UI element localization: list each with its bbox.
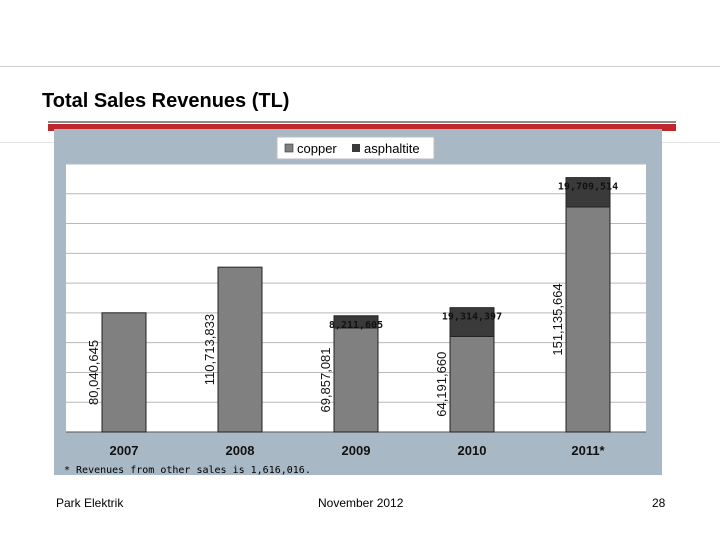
value-labels: 80,040,645 110,713,833 69,857,081 8,211,605… <box>86 182 618 417</box>
value-label-asphaltite-2: 8,211,605 <box>329 320 383 331</box>
value-label-asphaltite-3: 19,314,397 <box>442 312 502 323</box>
bar-copper-4 <box>565 206 611 433</box>
title-underline-red <box>48 124 676 131</box>
title-underline-gray <box>48 121 676 123</box>
slide-title: Total Sales Revenues (TL) <box>42 90 290 112</box>
category-label-4: 2011* <box>571 443 605 458</box>
bar-copper-0 <box>101 312 147 433</box>
legend-swatch-copper <box>284 143 294 153</box>
category-label-1: 2008 <box>226 443 255 458</box>
value-label-copper-0: 80,040,645 <box>86 340 101 405</box>
value-label-copper-2: 69,857,081 <box>318 347 333 412</box>
bar-asphaltite-4 <box>565 177 611 208</box>
footnote: * Revenues from other sales is 1,616,016… <box>64 465 311 476</box>
value-label-copper-1: 110,713,833 <box>202 314 217 385</box>
category-label-3: 2010 <box>458 443 487 458</box>
bar-copper-3 <box>449 335 495 433</box>
category-labels: 2007 2008 2009 2010 2011* <box>110 443 606 458</box>
header-rule <box>0 0 720 67</box>
value-label-copper-4: 151,135,664 <box>550 283 565 355</box>
footer-company: Park Elektrik <box>56 496 124 510</box>
page-number: 28 <box>652 496 666 510</box>
legend-label-copper: copper <box>297 141 337 156</box>
bar-copper-1 <box>217 266 263 433</box>
bar-asphaltite-2 <box>333 315 379 329</box>
legend-label-asphaltite: asphaltite <box>364 141 420 156</box>
value-label-asphaltite-4: 19,709,514 <box>558 182 618 193</box>
category-label-0: 2007 <box>110 443 139 458</box>
bar-asphaltite-3 <box>449 307 495 337</box>
footer-date: November 2012 <box>318 496 404 510</box>
value-label-copper-3: 64,191,660 <box>434 352 449 417</box>
category-label-2: 2009 <box>342 443 371 458</box>
legend: copper asphaltite <box>276 136 435 160</box>
legend-swatch-asphaltite <box>352 144 360 152</box>
bars <box>101 177 611 433</box>
bar-copper-2 <box>333 327 379 433</box>
gridlines <box>66 163 646 433</box>
